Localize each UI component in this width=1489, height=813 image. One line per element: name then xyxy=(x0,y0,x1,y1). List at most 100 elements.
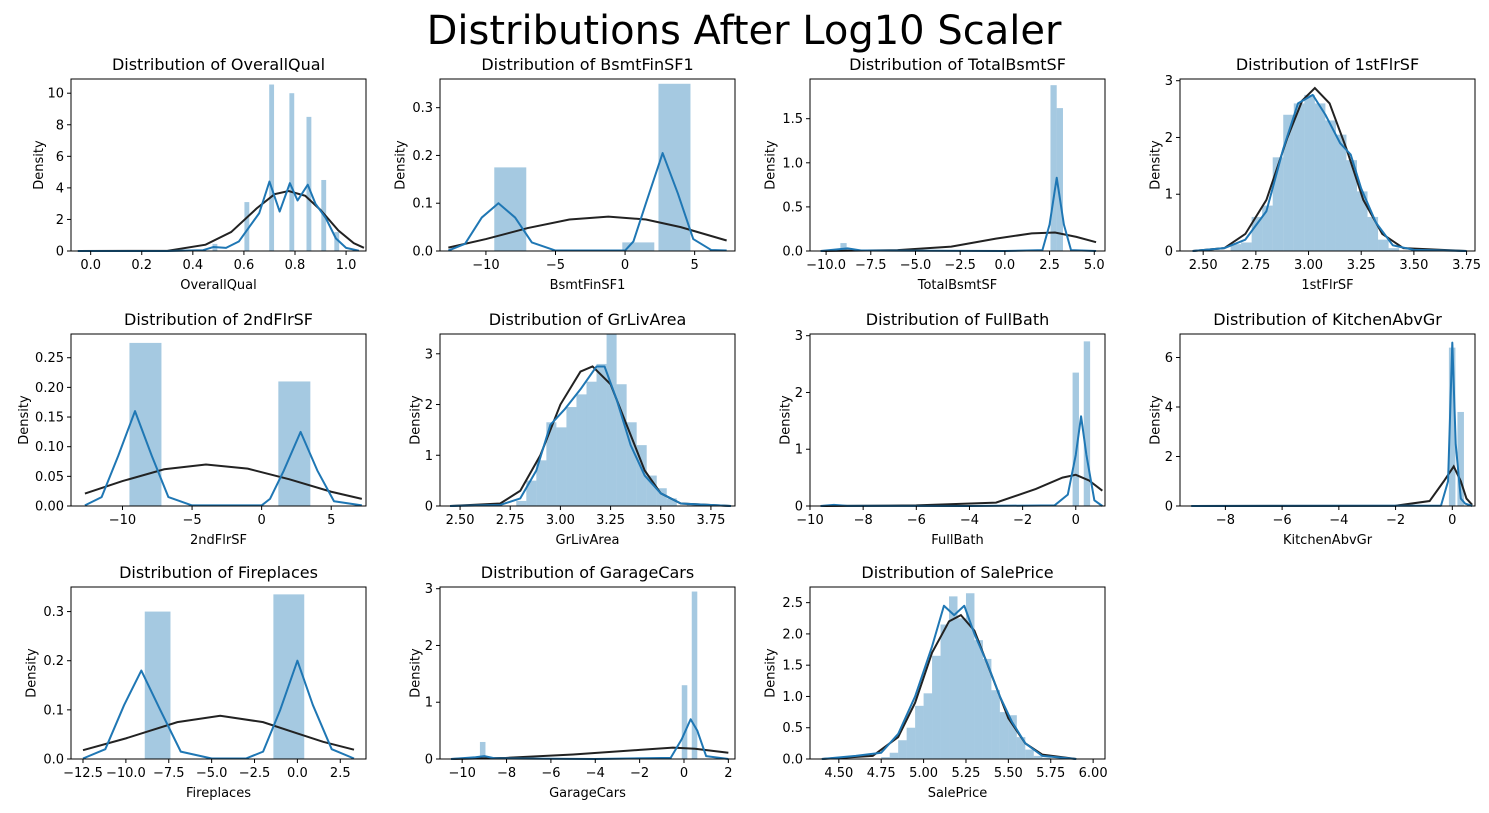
y-axis-label: Density xyxy=(409,395,424,445)
y-tick-label: 0.05 xyxy=(35,470,64,485)
y-tick-label: 2 xyxy=(1165,131,1173,146)
x-tick-label: 3.75 xyxy=(1452,258,1481,273)
x-tick-label: −10.0 xyxy=(106,766,146,781)
y-tick-label: 0.1 xyxy=(43,703,64,718)
y-tick-label: 0.2 xyxy=(43,654,64,669)
hist-bar xyxy=(666,498,677,506)
y-tick-label: 3 xyxy=(425,347,433,362)
hist-bar xyxy=(1388,248,1400,251)
axes-frame xyxy=(70,333,367,507)
hist-bar xyxy=(334,232,340,251)
y-axis-label: Density xyxy=(1149,395,1164,445)
x-tick-label: −2.5 xyxy=(239,766,271,781)
hist-bar xyxy=(526,480,537,506)
figure-title: Distributions After Log10 Scaler xyxy=(427,8,1062,54)
subplot-title: Distribution of BsmtFinSF1 xyxy=(481,55,693,74)
y-tick-label: 0.3 xyxy=(43,605,64,620)
normal-fit-line xyxy=(1191,464,1473,507)
y-tick-label: 1 xyxy=(425,449,433,464)
x-tick-label: −10 xyxy=(109,513,136,528)
hist-bar xyxy=(1448,347,1456,506)
axes-frame xyxy=(439,333,736,507)
x-tick-label: 4.50 xyxy=(824,766,853,781)
x-tick-label: −5 xyxy=(182,513,201,528)
y-tick-label: 0.0 xyxy=(412,245,433,260)
hist-bar xyxy=(691,591,698,759)
hist-bar xyxy=(681,685,688,759)
subplot-title: Distribution of Fireplaces xyxy=(119,563,318,582)
hist-bar xyxy=(1357,191,1368,251)
x-tick-label: −5 xyxy=(546,258,565,273)
x-tick-label: 5 xyxy=(327,513,335,528)
y-tick-label: 0.00 xyxy=(35,500,64,515)
x-tick-label: 5.0 xyxy=(1084,258,1105,273)
subplot-title: Distribution of KitchenAbvGr xyxy=(1213,310,1442,329)
y-tick-label: 0.2 xyxy=(412,149,433,164)
x-tick-label: 0.6 xyxy=(234,258,255,273)
x-tick-label: 2.75 xyxy=(1241,258,1270,273)
y-tick-label: 0.15 xyxy=(35,411,64,426)
hist-bar xyxy=(566,407,577,506)
hist-bar xyxy=(1008,715,1017,759)
subplot-title: Distribution of FullBath xyxy=(866,310,1050,329)
x-tick-label: 4.75 xyxy=(867,766,896,781)
y-tick-label: 0 xyxy=(1165,500,1173,515)
hist-bar xyxy=(1272,157,1284,251)
hist-bar xyxy=(1230,244,1242,251)
subplot-title: Distribution of 2ndFlrSF xyxy=(124,310,313,329)
hist-bar xyxy=(1072,372,1079,506)
y-tick-label: 0.0 xyxy=(43,753,64,768)
hist-bar xyxy=(306,116,312,252)
hist-bar xyxy=(949,596,958,759)
kde-line xyxy=(820,176,1097,252)
hist-bar xyxy=(999,712,1009,759)
subplot-grlivarea: 2.50 2.75 3.00 3.25 3.50 3.75 0 1 2 3 Distribution… xyxy=(409,310,736,548)
normal-fit-line xyxy=(82,714,355,752)
x-tick-label: −8 xyxy=(1216,513,1235,528)
y-tick-label: 0 xyxy=(1165,245,1173,260)
hist-bar xyxy=(840,243,847,251)
x-tick-label: −10 xyxy=(448,766,475,781)
kde-line xyxy=(821,604,1077,760)
y-tick-label: 4 xyxy=(56,181,64,196)
x-tick-label: 0.0 xyxy=(80,258,101,273)
y-tick-label: 2 xyxy=(56,213,64,228)
y-tick-label: 1 xyxy=(1165,188,1173,203)
x-tick-label: −6 xyxy=(541,766,560,781)
x-tick-label: 3.50 xyxy=(1399,258,1428,273)
axes-frame xyxy=(439,586,736,760)
hist-bar xyxy=(1016,737,1026,759)
axes-frame xyxy=(1179,333,1476,507)
y-tick-label: 8 xyxy=(56,118,64,133)
hist-bar xyxy=(1042,757,1051,759)
x-tick-label: 3.50 xyxy=(646,513,675,528)
x-tick-label: 2.50 xyxy=(446,513,475,528)
y-tick-label: 6 xyxy=(1165,351,1173,366)
hist-bar xyxy=(965,593,975,759)
subplot-garagecars: −10 −8 −6 −4 −2 0 2 0 1 2 3 Distribution of GarageC… xyxy=(409,563,736,801)
subplot-totalbsmtsf: −10.0 −7.5 −5.0 −2.5 0.0 2.5 5.0 0.0 0.5 1.0 1.5 Di… xyxy=(764,55,1106,293)
x-axis-label: KitchenAbvGr xyxy=(1283,533,1373,548)
x-tick-label: 2 xyxy=(724,766,732,781)
hist-bar xyxy=(586,381,597,506)
hist-bar xyxy=(932,655,941,759)
y-axis-label: Density xyxy=(764,648,779,698)
x-tick-label: 6.00 xyxy=(1079,766,1108,781)
y-axis-label: Density xyxy=(25,648,40,698)
hist-bar xyxy=(881,757,890,759)
x-tick-label: 2.50 xyxy=(1189,258,1218,273)
hist-bar xyxy=(1241,242,1252,251)
hist-bar xyxy=(1251,216,1263,251)
kde-line xyxy=(1191,341,1473,507)
subplot-fireplaces: −12.5 −10.0 −7.5 −5.0 −2.5 0.0 2.5 0.0 0.1 0.2 0.3… xyxy=(25,563,367,801)
normal-fit-line xyxy=(84,463,363,500)
y-tick-label: 0 xyxy=(425,753,433,768)
subplot-title: Distribution of TotalBsmtSF xyxy=(849,55,1066,74)
hist-bar xyxy=(898,740,907,759)
hist-bar xyxy=(1367,216,1379,251)
x-axis-label: 2ndFlrSF xyxy=(190,533,247,548)
x-tick-label: 5.00 xyxy=(909,766,938,781)
subplot-bsmtfinsf1: −10 −5 0 5 0.0 0.1 0.2 0.3 Distribution of BsmtF… xyxy=(394,55,736,293)
